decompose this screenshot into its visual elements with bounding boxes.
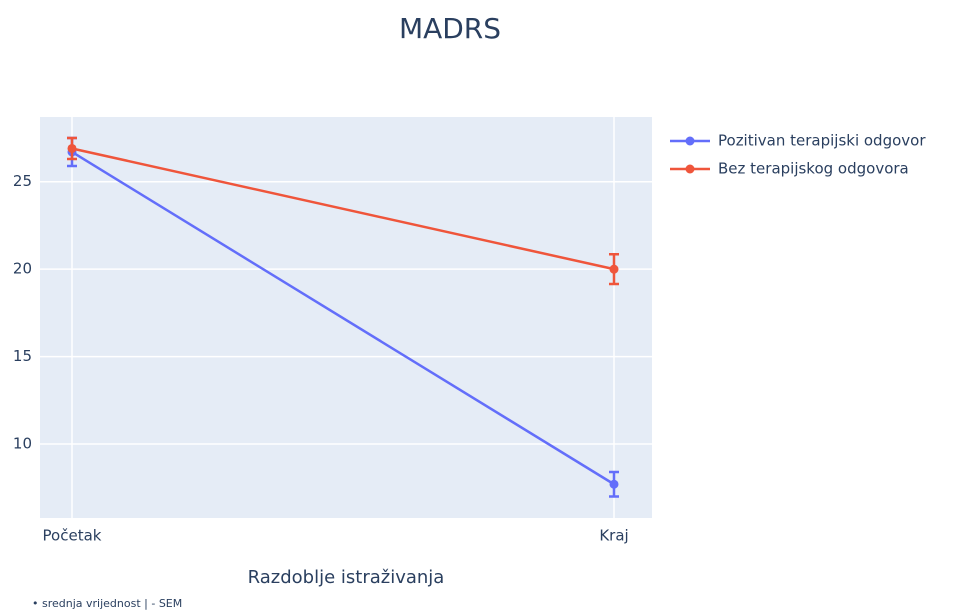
chart-title: MADRS [399,12,501,45]
point [609,479,619,489]
x-axis-label: Razdoblje istraživanja [248,567,445,588]
plot-area [40,117,652,518]
x-tick-label: Početak [43,527,102,545]
legend-label: Bez terapijskog odgovora [718,160,909,178]
x-tick-label: Kraj [599,527,628,545]
series-line [71,150,615,486]
annotation: • srednja vrijednost | - SEM [32,597,182,610]
y-tick-label: 20 [13,260,32,278]
y-tick-label: 25 [13,172,32,190]
legend-label: Pozitivan terapijski odgovor [718,132,926,150]
point [609,264,619,274]
y-tick-label: 15 [13,347,32,365]
legend-marker [685,164,695,174]
legend-marker [685,136,695,146]
y-tick-label: 10 [13,435,32,453]
point [67,143,77,153]
series-line [71,147,615,271]
